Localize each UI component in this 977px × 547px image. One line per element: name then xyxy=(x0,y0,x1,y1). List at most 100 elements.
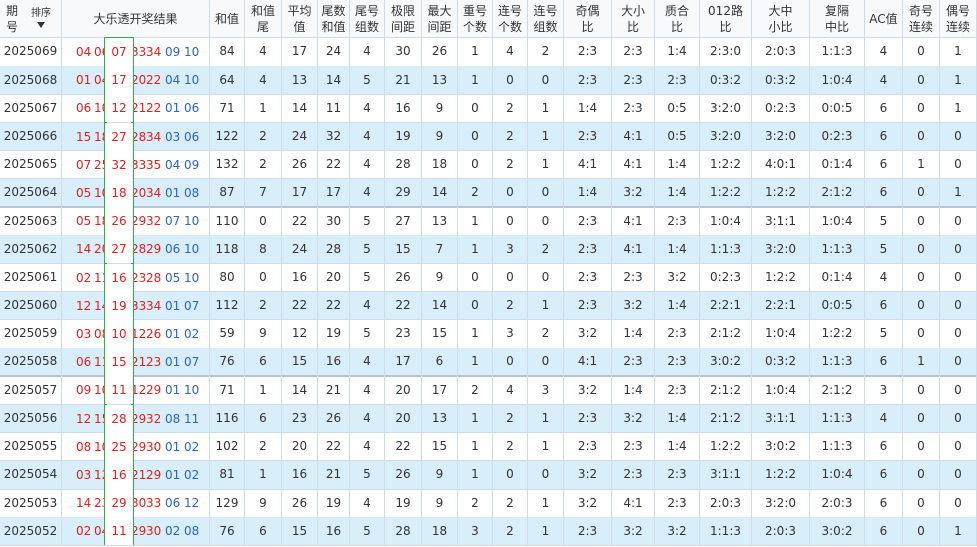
front-number: 15 xyxy=(76,129,92,144)
stat-cell: 3:2:0 xyxy=(700,94,752,124)
stat-cell: 3:2 xyxy=(564,320,612,349)
stat-cell: 26 xyxy=(318,404,350,434)
stat-cell: 5 xyxy=(350,461,385,490)
stat: 4 xyxy=(363,298,371,313)
stat-cell: 1 xyxy=(528,122,564,152)
stat: 24 xyxy=(291,128,308,143)
stat: 0:5 xyxy=(667,100,687,115)
front-number: 05 xyxy=(76,214,92,229)
stat-cell: 2 xyxy=(493,432,528,462)
stat-cell: 0 xyxy=(458,122,493,152)
stat: 1 xyxy=(471,44,479,59)
header-text: 大小 xyxy=(620,3,645,18)
stat-cell: 0 xyxy=(458,94,493,124)
stat-cell: 2 xyxy=(245,291,282,321)
stat-cell: 0 xyxy=(528,348,564,377)
stat-cell: 3:2 xyxy=(655,517,700,547)
stat-cell: 3:2 xyxy=(564,376,612,406)
header-text: AC值 xyxy=(869,11,898,26)
front-number: 25 xyxy=(105,432,133,461)
stat: 1 xyxy=(541,298,550,313)
front-number: 21 xyxy=(131,468,147,482)
stat: 4:1 xyxy=(623,241,643,256)
stat: 3:2 xyxy=(577,326,598,341)
stat: 112 xyxy=(215,298,239,313)
header-text: 小比 xyxy=(768,19,793,34)
stat: 4 xyxy=(879,410,888,425)
header-cell: 偶号 连续 xyxy=(940,0,977,38)
stat-cell: 22 xyxy=(318,150,350,180)
stat: 122 xyxy=(215,128,239,143)
stat-cell: 0 xyxy=(903,263,940,293)
stat: 0 xyxy=(917,213,925,228)
stat-cell: 1 xyxy=(528,489,564,518)
stat: 2:3 xyxy=(577,439,598,454)
front-number: 29 xyxy=(146,468,162,482)
stat-cell: 18 xyxy=(422,150,458,180)
header-text: 大乐透开奖结果 xyxy=(93,11,178,26)
header-text: 偶号 xyxy=(945,3,970,18)
stat: 20 xyxy=(325,269,342,284)
front-number: 27 xyxy=(105,122,133,151)
stat-cell: 0 xyxy=(903,38,940,67)
stat: 16 xyxy=(325,354,342,369)
issue: 2025063 xyxy=(3,213,58,228)
stat: 22 xyxy=(291,213,308,228)
stat-cell: 11 xyxy=(318,94,350,124)
stat-cell: 5 xyxy=(350,235,385,265)
stat: 3:2 xyxy=(667,523,687,538)
stat-cell: 32 xyxy=(318,122,350,152)
stat: 5 xyxy=(363,72,371,87)
stat: 6 xyxy=(879,100,888,115)
stat-cell: 0 xyxy=(493,66,528,95)
back-number: 06 xyxy=(165,242,181,257)
stat: 3:2:0 xyxy=(765,128,796,143)
stat: 0:0:5 xyxy=(821,100,853,115)
stat: 24 xyxy=(291,241,308,256)
stat: 2:3 xyxy=(577,410,598,425)
sort-button[interactable]: 排序 xyxy=(28,8,54,28)
stat: 1:4 xyxy=(577,184,598,199)
header-text: 连续 xyxy=(908,19,933,34)
stat: 3 xyxy=(541,382,550,397)
front-number: 29 xyxy=(146,242,162,257)
stat: 116 xyxy=(215,410,239,425)
stat: 6 xyxy=(879,157,888,172)
stat-cell: 2:3 xyxy=(564,66,612,95)
stat-cell: 1:2:2 xyxy=(700,150,752,180)
issue: 2025054 xyxy=(3,467,58,482)
stat: 22 xyxy=(395,439,411,454)
stat: 2 xyxy=(471,184,479,199)
stat: 0 xyxy=(954,467,962,482)
stat-cell: 17 xyxy=(422,376,458,406)
stat: 2:3 xyxy=(667,326,687,341)
stat-cell: 0 xyxy=(903,66,940,95)
stat: 0:3:2 xyxy=(765,72,796,87)
stat: 4 xyxy=(363,354,371,369)
stat-cell: 14 xyxy=(318,66,350,95)
stat-cell: 2 xyxy=(493,489,528,518)
stat: 2:3 xyxy=(667,382,687,397)
stat-cell: 1:4 xyxy=(655,291,700,321)
stat-cell: 0:2:3 xyxy=(752,94,810,124)
issue-cell: 2025052 xyxy=(0,517,62,547)
stat-cell: 9 xyxy=(422,489,458,518)
back-number: 01 xyxy=(165,439,181,454)
stat: 0 xyxy=(917,241,925,256)
header-text: 和值 xyxy=(321,19,346,34)
issue: 2025053 xyxy=(3,495,58,510)
stat-cell: 0 xyxy=(940,376,977,406)
stat-cell: 0:1:4 xyxy=(810,150,865,180)
stat-cell: 1:4 xyxy=(655,38,700,67)
header-cell: 复隔 中比 xyxy=(810,0,865,38)
stat: 110 xyxy=(215,213,239,228)
stat-cell: 0 xyxy=(940,122,977,152)
stat: 2 xyxy=(259,157,267,172)
stat-cell: 5 xyxy=(350,517,385,547)
stat-cell: 2:3 xyxy=(655,376,700,406)
front-number: 28 xyxy=(131,129,147,144)
stat: 0 xyxy=(917,44,925,59)
stat: 1 xyxy=(471,72,479,87)
stat: 7 xyxy=(259,184,267,199)
stat-cell: 4:1 xyxy=(612,489,655,518)
